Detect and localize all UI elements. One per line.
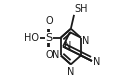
Text: N: N bbox=[52, 50, 60, 60]
Text: N: N bbox=[93, 57, 101, 67]
Text: S: S bbox=[46, 33, 53, 43]
Text: N: N bbox=[67, 67, 75, 77]
Text: O: O bbox=[45, 50, 53, 60]
Text: N: N bbox=[64, 41, 72, 51]
Text: SH: SH bbox=[74, 4, 88, 14]
Text: HO: HO bbox=[24, 33, 39, 43]
Text: N: N bbox=[82, 36, 90, 46]
Text: O: O bbox=[45, 16, 53, 26]
